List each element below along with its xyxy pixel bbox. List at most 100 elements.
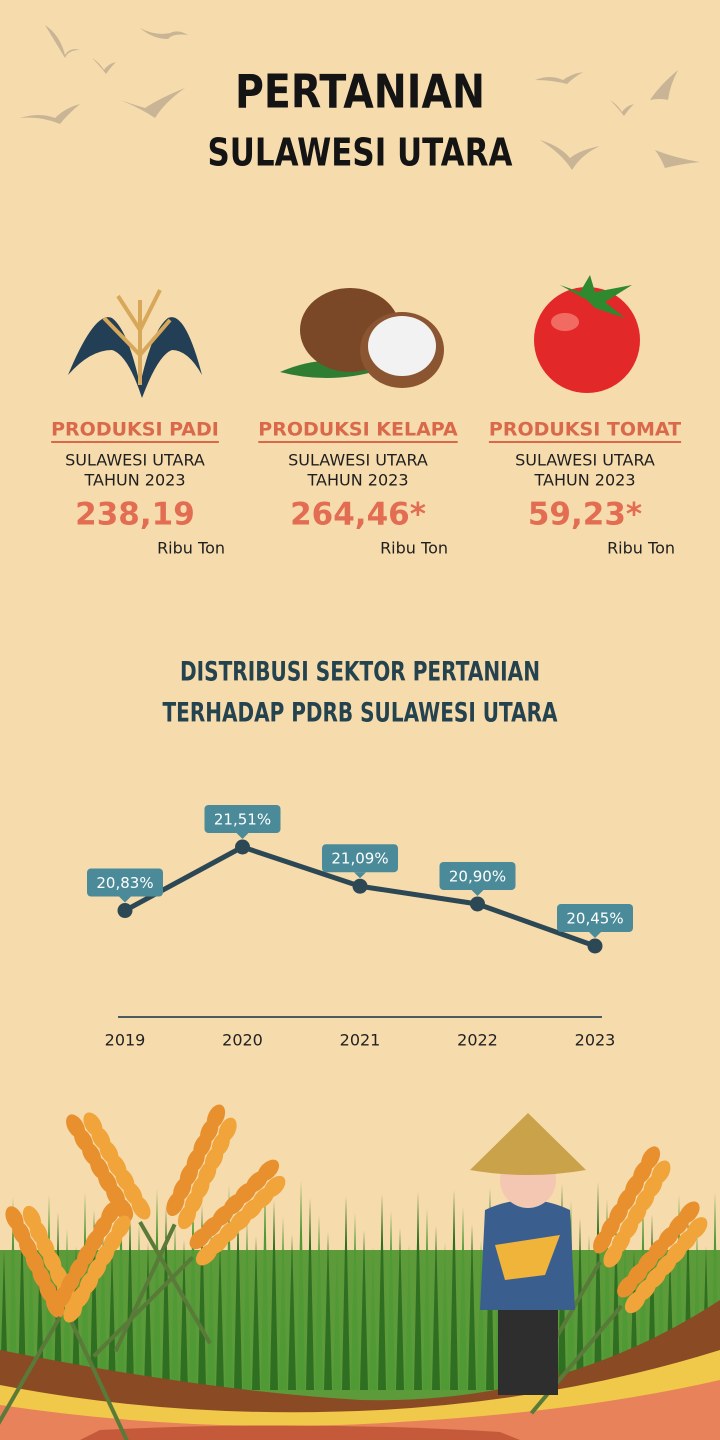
value-label-pointer bbox=[119, 896, 131, 903]
farmer bbox=[470, 1113, 586, 1395]
wheat-grain bbox=[114, 1197, 134, 1222]
wheat-grain bbox=[617, 1275, 638, 1298]
coconut-icon bbox=[280, 288, 444, 388]
value-label-pointer bbox=[236, 833, 249, 839]
wheat-stem bbox=[68, 1318, 132, 1440]
grass-blade bbox=[144, 1242, 152, 1390]
grass-blade bbox=[612, 1216, 620, 1390]
grass-blade bbox=[333, 1249, 341, 1390]
grass-blade bbox=[576, 1218, 584, 1390]
stat-label: PRODUKSI KELAPA bbox=[258, 419, 458, 441]
point bbox=[117, 903, 133, 919]
title: PERTANIAN bbox=[235, 65, 485, 119]
x-tick-label: 2023 bbox=[575, 1031, 616, 1050]
stat-label: PRODUKSI TOMAT bbox=[489, 419, 681, 441]
grass-blade bbox=[234, 1202, 242, 1390]
grass-blade bbox=[369, 1247, 377, 1390]
field-scene bbox=[0, 1104, 720, 1440]
wheat bbox=[0, 1104, 708, 1440]
grass-blade bbox=[477, 1241, 485, 1390]
grass-blade bbox=[252, 1236, 260, 1390]
grass-blade bbox=[315, 1215, 323, 1390]
stat-label: PRODUKSI PADI bbox=[51, 419, 219, 441]
stat-unit: Ribu Ton bbox=[607, 539, 675, 558]
grass-blade bbox=[180, 1240, 188, 1390]
x-tick-label: 2022 bbox=[457, 1031, 498, 1050]
grass-blade bbox=[261, 1183, 269, 1390]
x-tick-label: 2019 bbox=[105, 1031, 146, 1050]
grass-blade bbox=[468, 1224, 476, 1390]
value-label-pointer bbox=[589, 932, 601, 938]
grass-blade bbox=[153, 1189, 161, 1390]
value-label-box bbox=[87, 868, 163, 897]
value-label: 20,90% bbox=[449, 867, 506, 885]
grass-blade bbox=[585, 1235, 593, 1390]
grass-blade bbox=[387, 1211, 395, 1390]
grass-blade bbox=[225, 1185, 233, 1390]
grass-blade bbox=[360, 1230, 368, 1390]
point bbox=[352, 878, 368, 894]
stat-region: SULAWESI UTARA bbox=[515, 451, 655, 470]
point bbox=[587, 938, 603, 954]
stat-region: SULAWESI UTARA bbox=[65, 451, 205, 470]
wheat-grain bbox=[603, 1243, 623, 1268]
stat-year: TAHUN 2023 bbox=[307, 471, 409, 490]
grass-blade bbox=[432, 1226, 440, 1390]
value-label-pointer bbox=[471, 889, 484, 896]
grass-blade bbox=[603, 1199, 611, 1390]
grass-blade bbox=[198, 1204, 206, 1390]
rice-icon bbox=[68, 289, 202, 398]
value-label-box bbox=[322, 844, 398, 873]
wheat-ear bbox=[529, 1201, 708, 1415]
chart-title: DISTRIBUSI SEKTOR PERTANIAN bbox=[180, 657, 540, 688]
chart-subtitle: TERHADAP PDRB SULAWESI UTARA bbox=[163, 698, 558, 729]
subtitle: SULAWESI UTARA bbox=[208, 131, 513, 175]
stat-year: TAHUN 2023 bbox=[84, 471, 186, 490]
grass-blade bbox=[450, 1190, 458, 1390]
stat-unit: Ribu Ton bbox=[157, 539, 225, 558]
grass-blade bbox=[279, 1217, 287, 1390]
grass-blade bbox=[90, 1210, 98, 1390]
wheat-ear bbox=[5, 1205, 132, 1440]
wheat-ear bbox=[66, 1112, 212, 1345]
x-tick-label: 2020 bbox=[222, 1031, 263, 1050]
grass-blade bbox=[288, 1234, 296, 1390]
grass-blade bbox=[324, 1232, 332, 1390]
point bbox=[235, 839, 250, 855]
birds bbox=[20, 25, 700, 170]
grass-blade bbox=[351, 1213, 359, 1390]
grass-blade bbox=[423, 1209, 431, 1390]
wheat-grain bbox=[63, 1298, 83, 1323]
wheat-stem bbox=[113, 1223, 177, 1353]
wheat-stem bbox=[92, 1256, 194, 1358]
wheat-grain bbox=[177, 1204, 197, 1230]
grass-blade bbox=[441, 1243, 449, 1390]
grass-blade bbox=[9, 1197, 17, 1390]
grass-blade bbox=[162, 1206, 170, 1390]
wheat-grain bbox=[131, 1195, 151, 1220]
grass-blade bbox=[414, 1192, 422, 1390]
grass-blade bbox=[378, 1194, 386, 1390]
value-label-box bbox=[557, 904, 633, 932]
grass-blade bbox=[108, 1244, 116, 1390]
grass-blade bbox=[297, 1181, 305, 1390]
x-tick-label: 2021 bbox=[340, 1031, 381, 1050]
wheat-ear bbox=[528, 1146, 671, 1385]
wheat-stem bbox=[138, 1220, 212, 1345]
grass-blade bbox=[270, 1200, 278, 1390]
grass-blade bbox=[207, 1221, 215, 1390]
stat-value: 238,19 bbox=[75, 497, 195, 533]
grass-blade bbox=[405, 1245, 413, 1390]
grass-blade bbox=[135, 1225, 143, 1390]
value-label-box bbox=[204, 805, 281, 833]
stat-year: TAHUN 2023 bbox=[534, 471, 636, 490]
grass-blade bbox=[171, 1223, 179, 1390]
value-label: 20,45% bbox=[566, 910, 623, 928]
wheat-grain bbox=[53, 1284, 73, 1309]
grass-blade bbox=[216, 1238, 224, 1390]
stat-value: 264,46* bbox=[290, 497, 426, 533]
wheat-grain bbox=[189, 1227, 212, 1250]
grass-blade bbox=[18, 1214, 26, 1390]
grass-blade bbox=[342, 1196, 350, 1390]
